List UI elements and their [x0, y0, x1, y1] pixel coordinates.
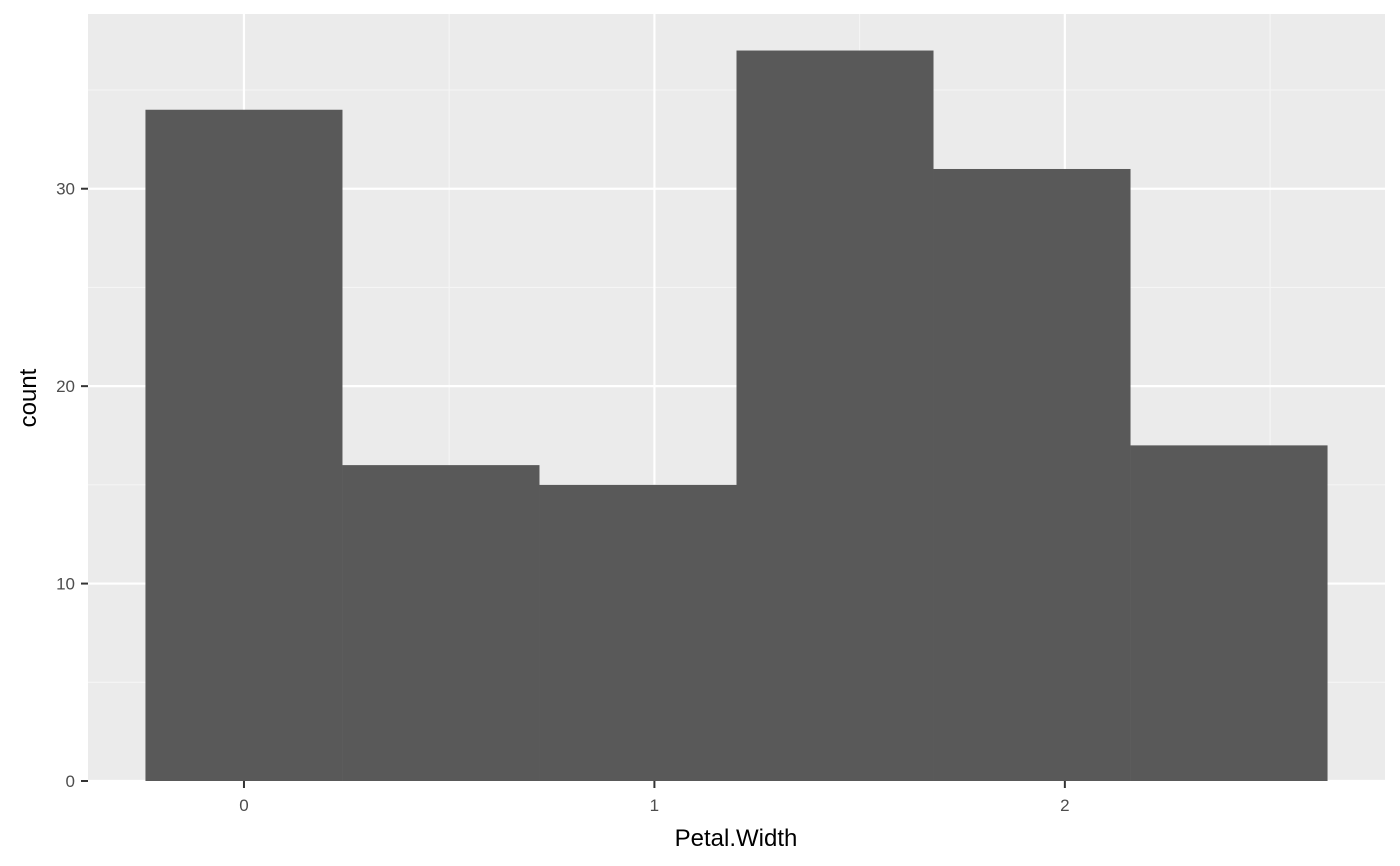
y-tick-label: 0: [66, 772, 75, 791]
histogram-bar: [342, 465, 540, 781]
bars: [145, 50, 1328, 782]
y-axis-title: count: [15, 368, 42, 427]
histogram-bar: [736, 50, 934, 782]
histogram-bar: [933, 168, 1131, 782]
y-tick-label: 20: [56, 377, 75, 396]
y-axis: 0 10 20 30: [56, 180, 88, 791]
histogram-bar: [145, 109, 343, 782]
x-axis: 0 1 2: [239, 781, 1070, 815]
histogram-bar: [539, 484, 737, 781]
x-tick-label: 0: [239, 796, 248, 815]
x-axis-title: Petal.Width: [675, 825, 798, 852]
x-tick-label: 2: [1060, 796, 1069, 815]
x-tick-label: 1: [650, 796, 659, 815]
y-tick-label: 30: [56, 180, 75, 199]
histogram-bar: [1130, 445, 1328, 781]
y-tick-label: 10: [56, 575, 75, 594]
